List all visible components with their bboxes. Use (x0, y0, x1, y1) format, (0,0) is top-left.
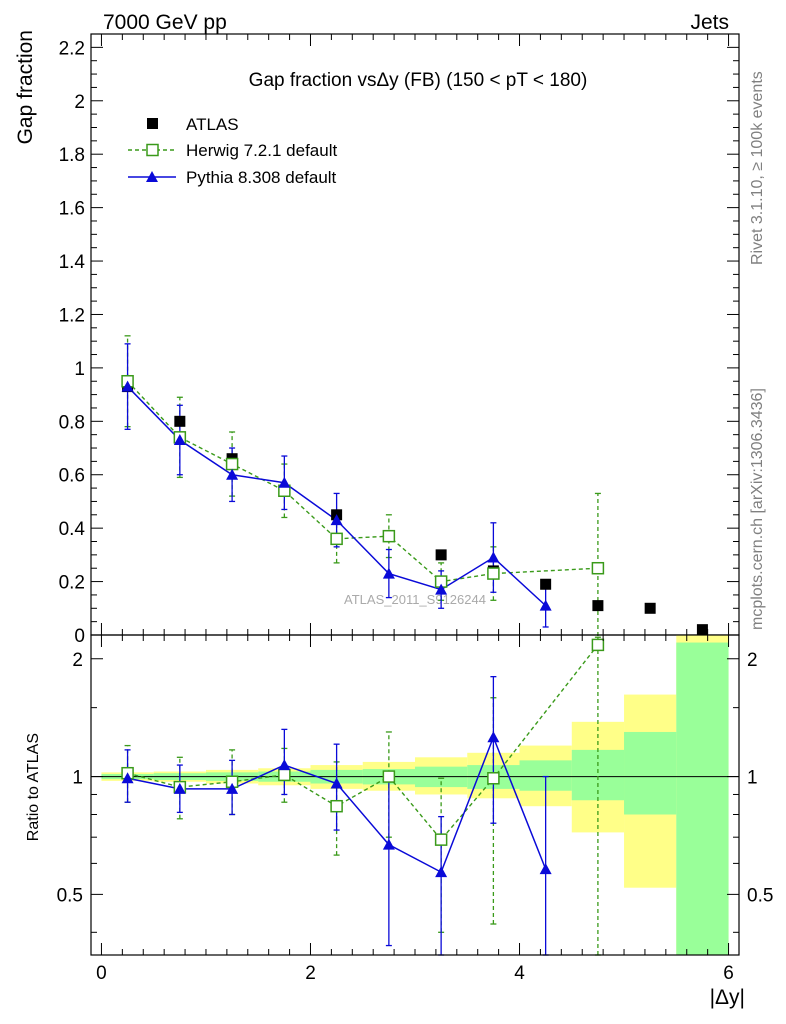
legend-atlas-marker (147, 118, 158, 129)
pythia-point (226, 468, 239, 480)
ratio-y-tick-label: 2 (72, 650, 83, 671)
main-y-tick-label: 1 (74, 359, 85, 380)
ratio-uncertainty-band-inner (624, 731, 677, 815)
ratio-y-tick-label: 0.5 (57, 885, 83, 906)
chart-title: Gap fraction vsΔy (FB) (150 < pT < 180) (249, 70, 588, 91)
pythia-point (173, 434, 186, 446)
ratio-pythia-point (539, 863, 552, 875)
main-y-tick-label: 0.8 (59, 412, 85, 433)
legend-label: ATLAS (186, 115, 239, 134)
ratio-herwig-point (434, 833, 448, 846)
main-panel: 0 0.2 0.4 0.6 0.8 1 1.2 1.4 1.6 1.8 2 2.2 Gap fract… (59, 33, 740, 647)
herwig-point (382, 529, 396, 543)
atlas-point (174, 415, 186, 427)
ratio-pythia-point (226, 782, 239, 794)
ratio-herwig-point (278, 768, 291, 782)
x-tick-label: 4 (514, 963, 525, 984)
ratio-herwig-point (591, 638, 605, 652)
pythia-point (539, 599, 552, 611)
legend-label: Herwig 7.2.1 default (186, 141, 337, 160)
ratio-frame (90, 634, 740, 956)
header-right: Jets (690, 11, 729, 34)
ratio-herwig-line (127, 644, 599, 841)
pythia-point (487, 551, 500, 563)
ratio-pythia-point (382, 838, 395, 850)
pythia-point (435, 583, 448, 595)
rivet-label: Rivet 3.1.10, ≥ 100k events (749, 71, 766, 265)
ratio-pythia-point (487, 731, 500, 743)
main-y-tick-label: 1.4 (59, 252, 86, 273)
x-axis-label: |Δy| (710, 986, 745, 1009)
herwig-point (330, 532, 343, 546)
herwig-line (127, 380, 598, 583)
ratio-herwig-point (382, 770, 396, 783)
main-y-tick-label: 0 (74, 626, 85, 647)
ratio-ylabel: Ratio to ATLAS (25, 733, 42, 841)
ratio-y-tick-label-right: 1 (747, 768, 758, 789)
pythia-point (330, 514, 343, 526)
atlas-point (540, 578, 552, 590)
main-y-tick-label: 1.6 (59, 199, 85, 220)
ratio-panel: 0.5 0.5 1 1 2 2 0 2 4 6 (57, 634, 773, 984)
herwig-point (487, 567, 500, 580)
ratio-y-tick-label: 1 (72, 768, 83, 789)
x-tick-label: 0 (96, 963, 107, 984)
atlas-point (644, 602, 656, 614)
main-y-tick-label: 1.8 (59, 145, 85, 166)
main-y-tick-label: 0.2 (59, 573, 85, 594)
ratio-y-tick-label-right: 2 (747, 650, 758, 671)
pythia-point (382, 567, 395, 579)
ratio-uncertainty-band-inner (676, 642, 729, 955)
atlas-point (592, 600, 604, 612)
main-y-tick-label: 1.2 (59, 305, 85, 326)
main-y-tick-label: 2.2 (59, 38, 85, 59)
ratio-pythia-point (173, 782, 186, 794)
header-left: 7000 GeV pp (103, 11, 227, 34)
main-ylabel: Gap fraction (14, 30, 37, 144)
main-y-tick-label: 0.6 (59, 466, 85, 487)
ratio-pythia-point (121, 772, 134, 784)
x-tick-label: 2 (305, 963, 316, 984)
ratio-pythia-point (278, 759, 291, 771)
watermark: ATLAS_2011_S9126244 (344, 592, 486, 607)
legend-label: Pythia 8.308 default (186, 168, 337, 187)
atlas-point (696, 624, 708, 636)
pythia-point (121, 380, 134, 392)
legend-pythia-marker (146, 171, 158, 182)
ratio-herwig-point (487, 772, 500, 785)
herwig-point (591, 561, 605, 575)
ratio-y-tick-label-right: 0.5 (747, 885, 773, 906)
ratio-pythia-point (435, 866, 448, 878)
legend-herwig-marker (146, 143, 159, 157)
atlas-point (435, 549, 447, 561)
mcplots-label: mcplots.cern.ch [arXiv:1306.3436] (749, 388, 766, 630)
legend: ATLAS Herwig 7.2.1 default Pythia 8.308 de… (128, 115, 337, 187)
ratio-herwig-point (330, 799, 343, 813)
ratio-pythia-point (330, 777, 343, 789)
main-y-tick-label: 2 (74, 92, 85, 113)
herwig-point (225, 457, 239, 471)
pythia-point (278, 476, 291, 488)
x-tick-label: 6 (723, 963, 734, 984)
main-y-tick-label: 0.4 (59, 519, 86, 540)
